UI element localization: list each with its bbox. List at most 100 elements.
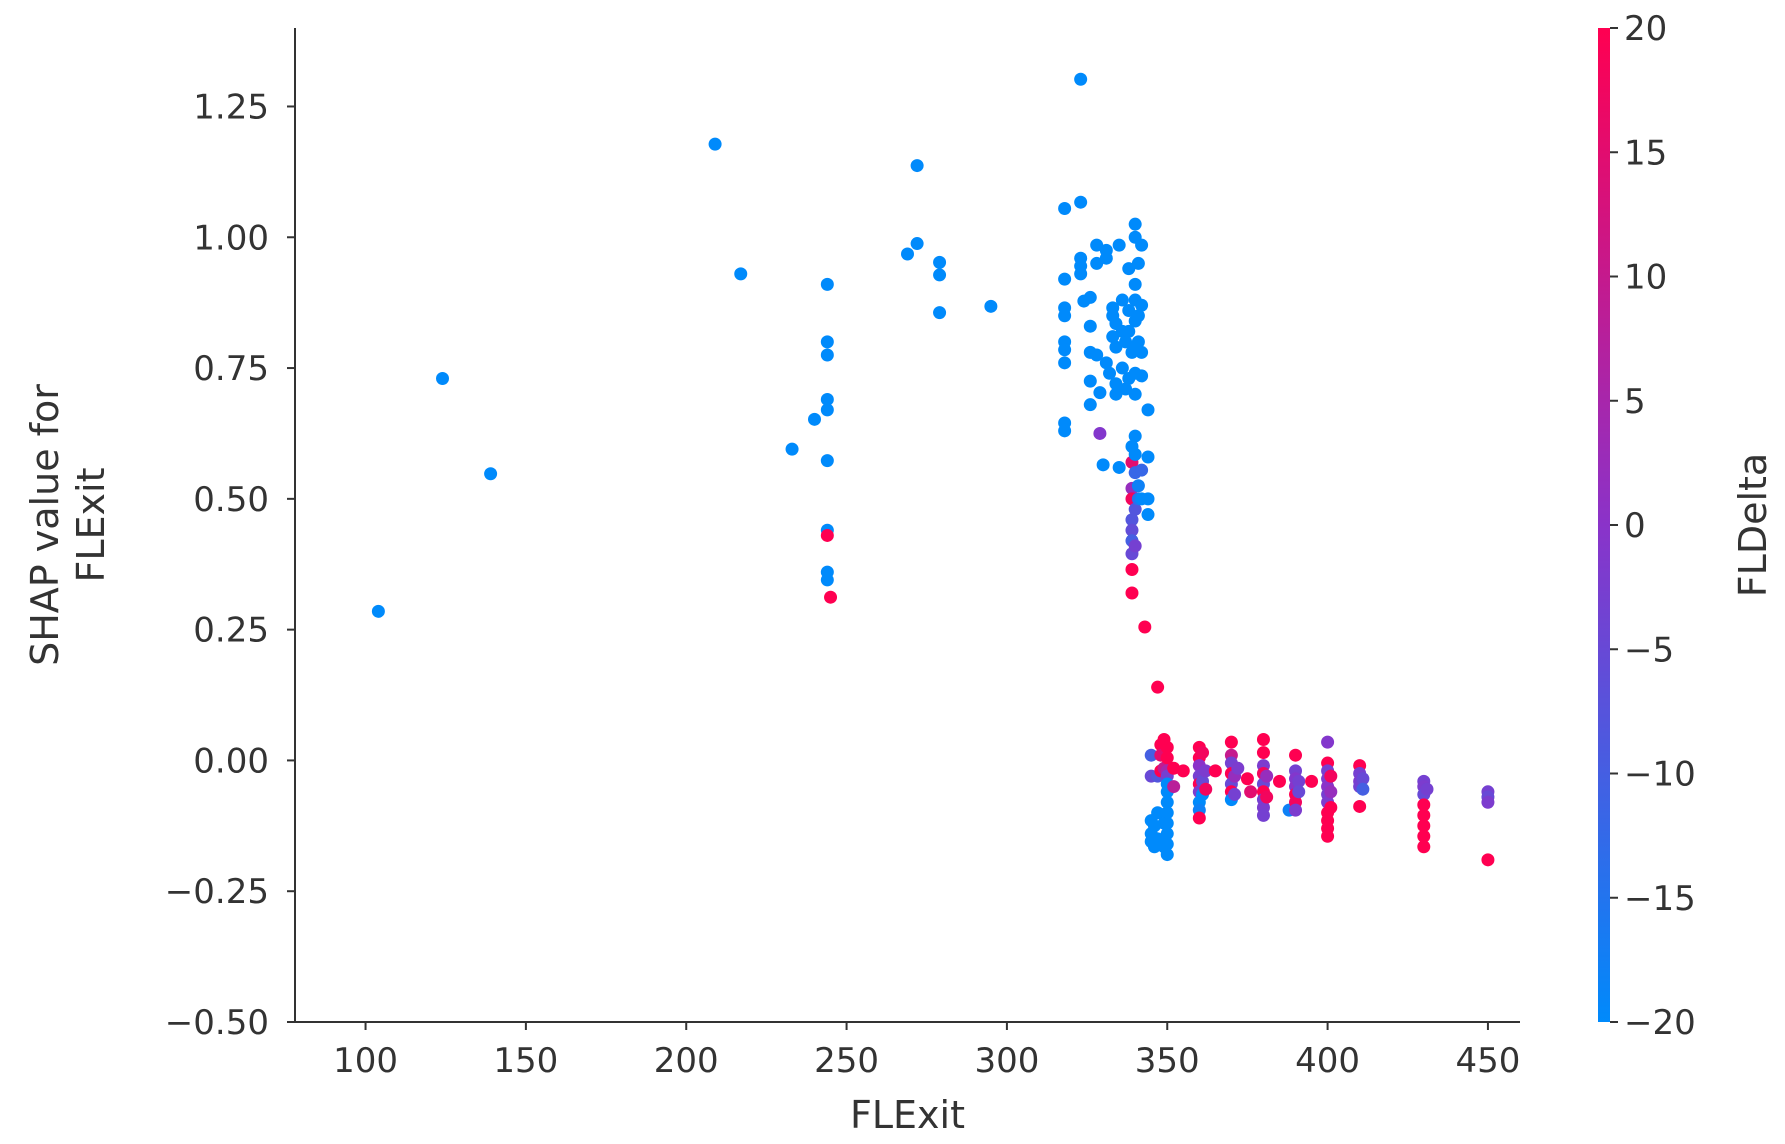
data-point (436, 372, 450, 386)
data-point (1112, 460, 1126, 474)
data-point (1160, 740, 1174, 754)
data-point (1228, 787, 1242, 801)
data-point (1141, 508, 1155, 522)
colorbar: 20 15 10 5 0 −5 −10 −15 −20 FLDelta (1598, 9, 1775, 1043)
data-point (1138, 620, 1152, 634)
data-point (933, 255, 947, 269)
data-point (1096, 458, 1110, 472)
data-point (1141, 450, 1155, 464)
data-point (1074, 195, 1088, 209)
data-point (1256, 808, 1270, 822)
data-point (1176, 764, 1190, 778)
colorbar-tick-label: 5 (1624, 382, 1646, 422)
data-point (1231, 761, 1245, 775)
data-point (1160, 795, 1174, 809)
y-tick-label: 0.25 (193, 611, 269, 651)
colorbar-tick-label: −10 (1624, 755, 1696, 795)
data-point (1321, 735, 1335, 749)
data-point (1074, 72, 1088, 86)
data-point (1192, 811, 1206, 825)
data-point (1417, 829, 1431, 843)
data-point (1324, 785, 1338, 799)
data-point (1131, 335, 1145, 349)
data-point (1260, 769, 1274, 783)
data-point (1135, 463, 1149, 477)
data-point (1058, 343, 1072, 357)
data-point (820, 348, 834, 362)
data-point (708, 137, 722, 151)
colorbar-tick-label: −20 (1624, 1003, 1696, 1043)
data-point (1115, 293, 1129, 307)
data-point (820, 335, 834, 349)
data-point (1093, 386, 1107, 400)
data-point (1103, 366, 1117, 380)
data-point (1160, 806, 1174, 820)
data-point (1122, 262, 1136, 276)
data-point (1122, 324, 1136, 338)
data-point (1324, 801, 1338, 815)
data-point (1160, 751, 1174, 765)
data-point (820, 392, 834, 406)
x-tick-label: 250 (814, 1041, 879, 1081)
data-point (1417, 798, 1431, 812)
colorbar-title: FLDelta (1731, 453, 1775, 597)
data-point (808, 412, 822, 426)
data-point (1119, 382, 1133, 396)
data-point (1417, 808, 1431, 822)
data-point (1151, 806, 1165, 820)
x-tick-label: 400 (1295, 1041, 1360, 1081)
y-tick-label: 0.50 (193, 480, 269, 520)
data-point (1224, 735, 1238, 749)
data-point (820, 573, 834, 587)
data-point (1128, 217, 1142, 231)
data-point (1208, 764, 1222, 778)
data-point (1353, 799, 1367, 813)
x-tick-label: 200 (654, 1041, 719, 1081)
colorbar-tick-label: −15 (1624, 879, 1696, 919)
data-point (1305, 774, 1319, 788)
y-tick-label: 0.75 (193, 349, 269, 389)
y-tick-label: −0.25 (165, 872, 269, 912)
data-point (1196, 746, 1210, 760)
y-tick-label: 1.25 (193, 87, 269, 127)
data-point (1083, 374, 1097, 388)
data-point (1058, 309, 1072, 323)
data-point (910, 159, 924, 173)
data-point (1141, 492, 1155, 506)
data-point (1324, 769, 1338, 783)
data-point (1083, 319, 1097, 333)
data-point (1289, 803, 1303, 817)
data-point (1481, 795, 1495, 809)
data-point (910, 237, 924, 251)
data-point (1122, 304, 1136, 318)
x-tick-label: 300 (974, 1041, 1039, 1081)
data-point (1167, 780, 1181, 794)
data-point (1058, 424, 1072, 438)
data-point (1240, 772, 1254, 786)
colorbar-tick-label: 20 (1624, 9, 1667, 49)
data-point (1135, 369, 1149, 383)
x-axis-title: FLExit (850, 1093, 965, 1137)
data-point (1151, 680, 1165, 694)
y-axis-title: SHAP value forFLExit (23, 384, 113, 666)
data-point (1090, 256, 1104, 270)
data-point (1058, 272, 1072, 286)
data-point (1128, 387, 1142, 401)
data-point (1199, 764, 1213, 778)
y-tick-label: 1.00 (193, 218, 269, 258)
data-point (1128, 277, 1142, 291)
data-point (1128, 447, 1142, 461)
data-point (1135, 298, 1149, 312)
data-point (1141, 403, 1155, 417)
axes: 100 150 200 250 300 350 400 450 −0.50 −0.25 0.00 0.… (23, 28, 1520, 1137)
colorbar-tick-label: −5 (1624, 630, 1674, 670)
colorbar-tick-label: 0 (1624, 506, 1646, 546)
data-point (1417, 840, 1431, 854)
data-point (1244, 785, 1258, 799)
data-point (1356, 772, 1370, 786)
data-point (1292, 774, 1306, 788)
data-point (1125, 523, 1139, 537)
data-point (1099, 356, 1113, 370)
data-point (1289, 748, 1303, 762)
